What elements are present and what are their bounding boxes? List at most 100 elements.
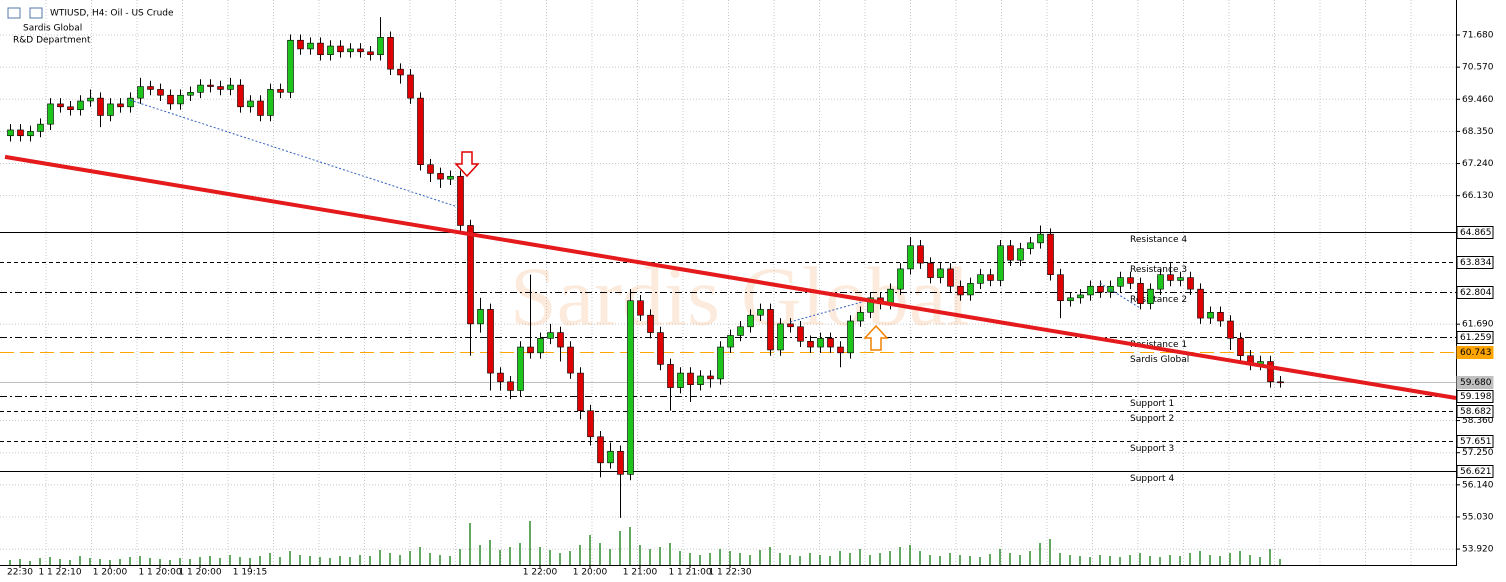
candle-body [57, 103, 64, 108]
candle-body [437, 173, 444, 180]
candle-body [757, 309, 764, 316]
candle-body [1177, 277, 1184, 281]
candle-body [7, 129, 14, 137]
x-tick-label: 1 19:15 [233, 568, 268, 578]
candle-body [367, 51, 374, 56]
x-tick-label: 1 1 20:00 [138, 568, 181, 578]
level-price-label: 56.621 [1460, 467, 1492, 477]
level-name: Support 4 [1130, 474, 1174, 484]
candle-body [997, 245, 1004, 281]
candle-body [897, 268, 904, 290]
candle-body [1137, 283, 1144, 304]
trade-line [129, 99, 459, 208]
candle-body [227, 84, 234, 90]
level-price-box [1456, 405, 1494, 418]
candle-body [247, 100, 254, 108]
candle-body [1027, 242, 1034, 249]
candle-body [637, 300, 644, 316]
candle-body [1117, 277, 1124, 287]
candle-body [1167, 274, 1174, 281]
candle-body [507, 381, 514, 391]
candle-body [337, 45, 344, 53]
candle-body [827, 338, 834, 348]
candle-body [267, 89, 274, 116]
candle-body [307, 42, 314, 50]
x-tick-label: 1 21:00 [623, 568, 658, 578]
candle-body [1067, 297, 1074, 302]
y-tick-label: 67.240 [1462, 159, 1494, 169]
candle-body [697, 375, 704, 385]
candle-body [67, 106, 74, 111]
candle-body [127, 97, 134, 108]
candle-body [397, 68, 404, 76]
candle-body [197, 84, 204, 93]
level-name: Resistance 2 [1130, 295, 1187, 305]
candle-body [937, 268, 944, 278]
level-price-label: 58.682 [1460, 407, 1492, 417]
level-price-box [1456, 331, 1494, 344]
candle-body [927, 262, 934, 278]
candle-body [377, 37, 384, 56]
candle-body [1047, 233, 1054, 275]
candle-body [1057, 274, 1064, 302]
y-tick-label: 66.130 [1462, 191, 1494, 201]
candle-body [1147, 288, 1154, 304]
candle-body [97, 97, 104, 116]
level-price-box [1456, 465, 1494, 478]
icon [7, 7, 21, 19]
candle-body [647, 314, 654, 333]
level-name: Support 2 [1130, 414, 1174, 424]
candle-body [327, 45, 334, 56]
candle-body [277, 89, 284, 93]
candle-body [747, 314, 754, 328]
axis: 71.680 70.570 69.460 68.350 67.240 66.130 61.6… [7, 31, 1494, 578]
x-tick-label: 1 1 21:00 [668, 568, 711, 578]
candle-body [17, 129, 24, 137]
y-tick-label: 69.460 [1462, 95, 1494, 105]
candle-body [237, 84, 244, 108]
candle-body [447, 175, 454, 180]
candle-body [347, 48, 354, 53]
candle-body [147, 86, 154, 90]
candle-body [187, 92, 194, 96]
candle-body [727, 335, 734, 348]
candle-body [77, 100, 84, 111]
icon [29, 7, 43, 19]
candle-body [157, 89, 164, 96]
candle-body [657, 332, 664, 365]
y-tick-label: 70.570 [1462, 63, 1494, 73]
level-name: Sardis Global [1130, 355, 1189, 365]
level-price-box [1456, 376, 1494, 389]
candle-body [1007, 245, 1014, 261]
candle-body [497, 372, 504, 383]
candle-body [457, 175, 464, 226]
candle-body [27, 131, 34, 137]
candle-body [1077, 294, 1084, 299]
candle-body [977, 274, 984, 284]
candle-body [517, 346, 524, 391]
candle-body [117, 103, 124, 108]
candle-body [407, 74, 414, 99]
candle-body [587, 410, 594, 438]
candle-body [847, 320, 854, 354]
candle-body [137, 86, 144, 99]
y-tick-label: 53.920 [1462, 545, 1494, 555]
candle-body [87, 97, 94, 102]
candle-body [957, 285, 964, 296]
x-tick-label: 1 1 22:10 [38, 568, 81, 578]
candle-body [1157, 274, 1164, 290]
candle-body [1017, 248, 1024, 261]
candle-body [37, 123, 44, 132]
y-tick-label: 55.030 [1462, 512, 1494, 522]
candle-body [1097, 285, 1104, 293]
buy-arrow [863, 324, 889, 351]
y-tick-label: 61.690 [1462, 320, 1494, 330]
candle-body [1237, 338, 1244, 357]
candle-body [967, 283, 974, 296]
candle-body [597, 436, 604, 464]
candle-body [537, 338, 544, 354]
candle-body [737, 326, 744, 336]
y-tick-label: 71.680 [1462, 31, 1494, 41]
candle-body [807, 340, 814, 348]
candle-body [1267, 361, 1274, 383]
